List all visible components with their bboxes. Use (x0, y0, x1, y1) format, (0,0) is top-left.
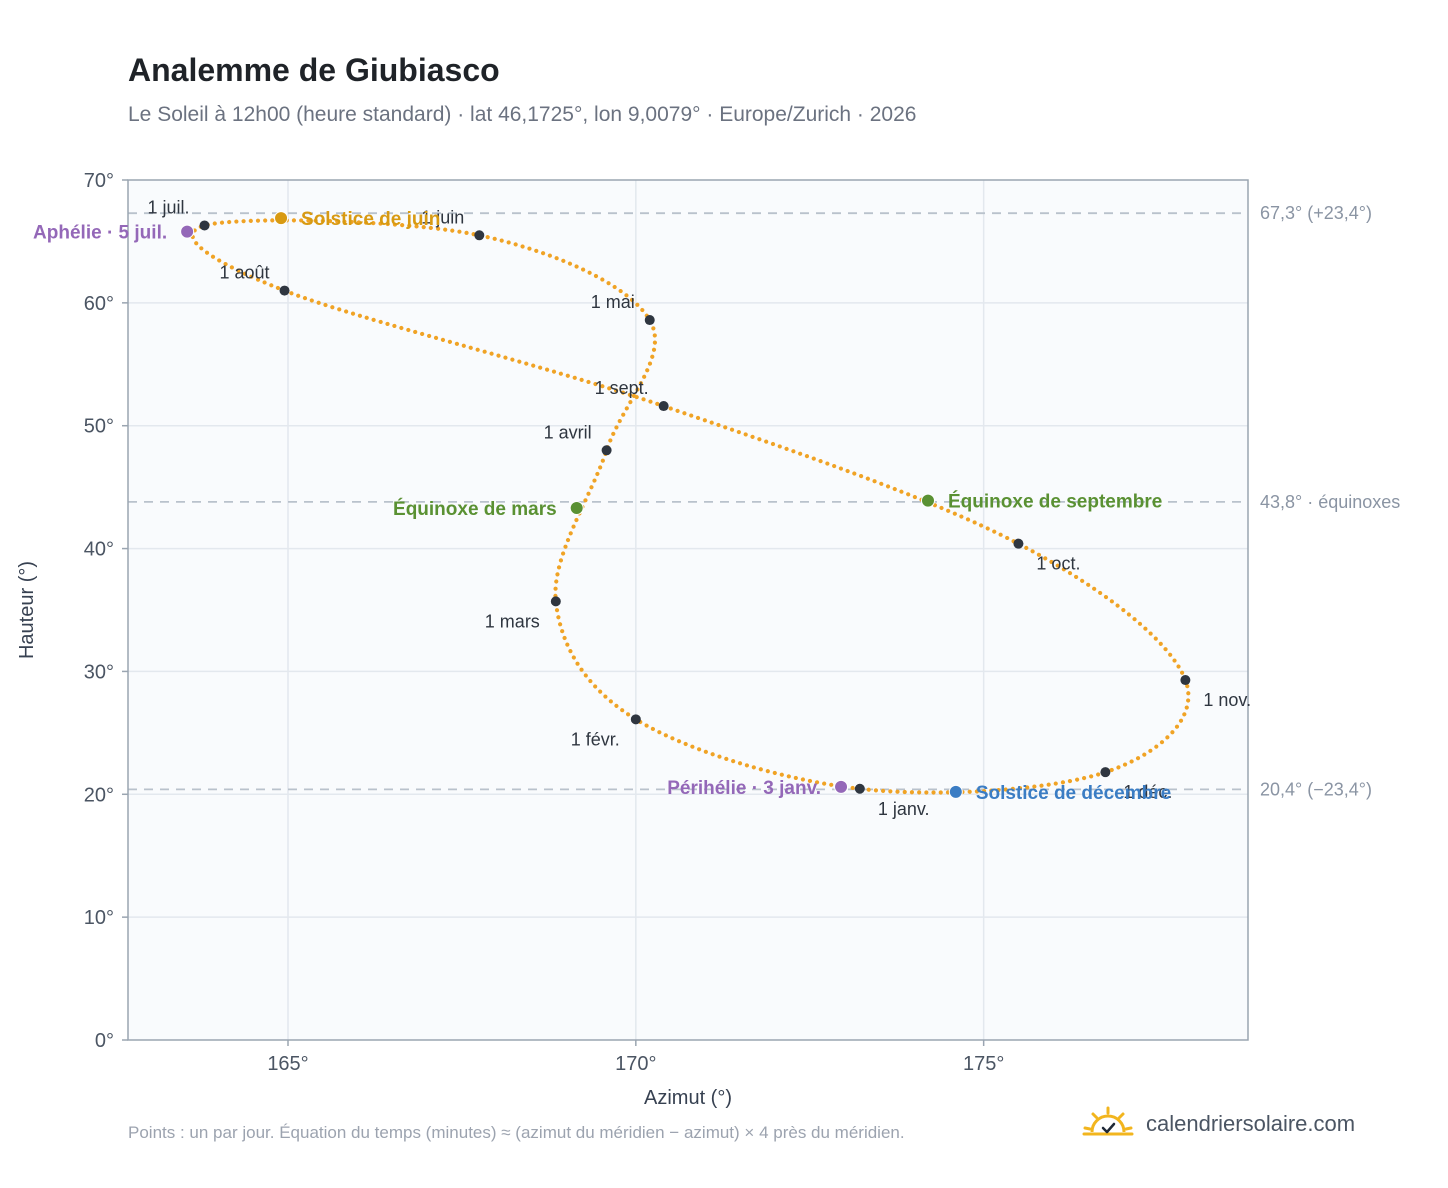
month-marker-label: 1 mars (485, 611, 540, 631)
event-marker-label: Périhélie · 3 janv. (667, 778, 821, 799)
event-marker-dot (948, 784, 963, 799)
plot-background (128, 180, 1248, 1040)
y-tick-label: 10° (84, 907, 114, 929)
event-marker-label: Aphélie · 5 juil. (33, 223, 167, 244)
month-marker-label: 1 août (219, 263, 269, 283)
month-markers: 1 janv. 1 févr. 1 mars 1 avril 1 mai 1 juin 1 … (147, 197, 1251, 818)
y-tick-label: 30° (84, 661, 114, 683)
month-marker-dot (644, 315, 655, 326)
month-marker-label: 1 oct. (1036, 554, 1080, 574)
y-tick-label: 70° (84, 170, 114, 192)
analemma-daily-points (190, 218, 1191, 795)
plot-frame (127, 179, 1249, 1041)
event-marker-dot (569, 501, 584, 516)
month-marker-label: 1 avril (544, 422, 592, 442)
reference-line-label: 43,8° · équinoxes (1260, 492, 1400, 512)
month-marker-dot (279, 285, 290, 296)
y-tick-label: 50° (84, 416, 114, 438)
analemma-curve (190, 218, 1191, 795)
x-axis-label: Azimut (°) (644, 1087, 732, 1109)
chart-subtitle: Le Soleil à 12h00 (heure standard) · lat… (128, 103, 917, 126)
event-marker-dot (274, 211, 289, 226)
event-marker-label: Solstice de décembre (976, 783, 1171, 804)
reference-lines: 67,3° (+23,4°) 43,8° · équinoxes 20,4° (−2… (128, 203, 1400, 799)
x-tick-label: 165° (267, 1053, 308, 1075)
event-marker-dot (180, 224, 195, 239)
event-marker-label: Solstice de juin (301, 209, 440, 230)
month-marker-dot (630, 714, 641, 725)
brand-name[interactable]: calendriersolaire.com (1146, 1111, 1356, 1136)
month-marker-dot (601, 445, 612, 456)
y-tick-label: 40° (84, 539, 114, 561)
event-marker-label: Équinoxe de mars (393, 498, 557, 520)
y-tick-label: 0° (95, 1030, 114, 1052)
month-marker-label: 1 mai (591, 292, 635, 312)
month-marker-label: 1 janv. (878, 799, 930, 819)
month-marker-label: 1 juin (421, 207, 464, 227)
month-marker-dot (1013, 538, 1024, 549)
month-marker-dot (199, 220, 210, 231)
reference-line-label: 67,3° (+23,4°) (1260, 203, 1372, 223)
month-marker-label: 1 sept. (595, 378, 649, 398)
sun-check-icon (1082, 1106, 1134, 1136)
month-marker-dot (550, 596, 561, 607)
y-tick-label: 20° (84, 784, 114, 806)
month-marker-dot (658, 401, 669, 412)
grid-lines (128, 180, 1248, 1040)
month-marker-dot (1180, 675, 1191, 686)
event-marker-dot (834, 779, 849, 794)
event-markers: Solstice de juin Aphélie · 5 juil. Équinox… (33, 209, 1171, 804)
x-tick-label: 170° (615, 1053, 656, 1075)
month-marker-dot (1100, 767, 1111, 778)
month-marker-dot (854, 783, 865, 794)
chart-title: Analemme de Giubiasco (128, 52, 500, 88)
axis-ticks: 0° 10° 20° 30° 40° 50° 60° 70° 165° 170° 175° (84, 170, 1005, 1075)
y-axis-label: Hauteur (°) (16, 561, 38, 659)
footnote: Points : un par jour. Équation du temps … (128, 1123, 905, 1142)
y-tick-label: 60° (84, 293, 114, 315)
month-marker-label: 1 nov. (1203, 690, 1251, 710)
month-marker-label: 1 déc. (1123, 782, 1172, 802)
reference-line-label: 20,4° (−23,4°) (1260, 779, 1372, 799)
month-marker-label: 1 juil. (147, 197, 189, 217)
month-marker-label: 1 févr. (571, 729, 620, 749)
event-marker-dot (921, 493, 935, 508)
month-marker-dot (474, 230, 485, 241)
event-marker-label: Équinoxe de septembre (948, 491, 1162, 513)
x-tick-label: 175° (963, 1053, 1004, 1075)
brand[interactable]: calendriersolaire.com (1082, 1102, 1355, 1146)
